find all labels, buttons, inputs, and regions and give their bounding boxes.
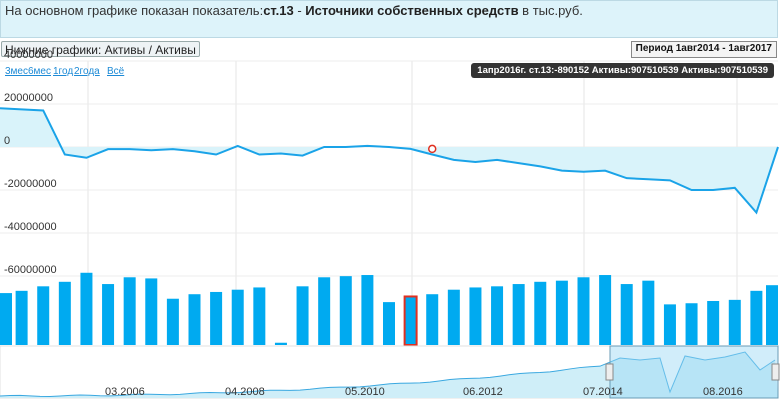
- navigator-x-label: 08.2016: [703, 386, 743, 398]
- asset-bar[interactable]: [534, 281, 547, 345]
- asset-bar-highlighted[interactable]: [403, 295, 418, 347]
- asset-bar[interactable]: [750, 290, 763, 345]
- asset-bar[interactable]: [166, 298, 179, 345]
- asset-bar[interactable]: [555, 280, 568, 345]
- asset-bar[interactable]: [383, 302, 395, 345]
- zoom-1y-button[interactable]: 1год: [53, 66, 74, 77]
- navigator-selection[interactable]: [609, 345, 779, 399]
- navigator-x-label: 03.2006: [105, 386, 145, 398]
- navigator-x-label: 06.2012: [463, 386, 503, 398]
- asset-bar[interactable]: [37, 286, 50, 345]
- asset-bar[interactable]: [188, 294, 201, 345]
- asset-bar[interactable]: [766, 285, 778, 345]
- y-tick-label: -20000000: [4, 178, 57, 190]
- asset-bar[interactable]: [80, 272, 93, 345]
- y-tick-label: -40000000: [4, 221, 57, 233]
- navigator-line: [0, 351, 776, 397]
- header-suffix: в тыс.руб.: [518, 3, 583, 18]
- asset-bar[interactable]: [339, 276, 352, 345]
- header-dash: -: [293, 3, 306, 18]
- navigator-right-handle[interactable]: [771, 363, 780, 381]
- y-tick-label: -60000000: [4, 264, 57, 276]
- asset-bar[interactable]: [685, 303, 698, 345]
- asset-bar[interactable]: [577, 277, 590, 345]
- point-tooltip: 1апр2016г. ст.13:-890152 Активы:90751053…: [471, 63, 774, 78]
- y-tick-label: 20000000: [4, 92, 53, 104]
- asset-bar[interactable]: [620, 284, 633, 345]
- series-area-fill: [0, 108, 778, 213]
- asset-bar[interactable]: [663, 304, 676, 345]
- asset-bar[interactable]: [707, 300, 720, 345]
- chart-description: На основном графике показан показатель:с…: [0, 0, 778, 38]
- asset-bar[interactable]: [426, 294, 439, 345]
- asset-bar[interactable]: [512, 284, 525, 345]
- asset-bar[interactable]: [361, 275, 374, 345]
- asset-bar[interactable]: [58, 281, 71, 345]
- zoom-2y-button[interactable]: 2года: [74, 66, 100, 77]
- asset-bar[interactable]: [447, 289, 460, 345]
- indicator-code: ст.13: [263, 3, 294, 18]
- navigator-x-label: 04.2008: [225, 386, 265, 398]
- navigator-left-handle[interactable]: [605, 363, 614, 381]
- asset-bar[interactable]: [231, 289, 244, 345]
- y-tick-label: 0: [4, 135, 10, 147]
- asset-bar[interactable]: [0, 293, 12, 345]
- y-tick-label: 40000000: [4, 49, 53, 61]
- asset-bar[interactable]: [123, 277, 136, 345]
- asset-bar[interactable]: [491, 286, 504, 345]
- period-label: Период 1авг2014 - 1авг2017: [630, 41, 777, 58]
- zoom-6m-button[interactable]: 6мес: [28, 66, 51, 77]
- asset-bar[interactable]: [210, 291, 223, 345]
- asset-bar[interactable]: [296, 286, 309, 345]
- asset-bar[interactable]: [318, 277, 331, 345]
- highlighted-point[interactable]: [427, 144, 437, 154]
- zoom-all-button[interactable]: Всё: [107, 66, 125, 77]
- lower-charts-selector-button[interactable]: Нижние графики: Активы / Активы: [1, 41, 200, 57]
- asset-bar[interactable]: [253, 287, 266, 345]
- asset-bar[interactable]: [15, 290, 28, 345]
- asset-bar[interactable]: [145, 278, 158, 345]
- indicator-name: Источники собственных средств: [305, 3, 519, 18]
- asset-bar[interactable]: [599, 275, 612, 345]
- asset-bar[interactable]: [102, 284, 115, 345]
- header-prefix: На основном графике показан показатель:: [5, 3, 264, 18]
- asset-bar[interactable]: [728, 299, 741, 345]
- asset-bar[interactable]: [642, 280, 655, 345]
- series-line: [0, 107, 779, 215]
- navigator-x-label: 07.2014: [583, 386, 623, 398]
- navigator-x-label: 05.2010: [345, 386, 385, 398]
- asset-bar[interactable]: [469, 287, 482, 345]
- navigator-area: [0, 352, 778, 398]
- zoom-3m-button[interactable]: 3мес: [5, 66, 28, 77]
- asset-bar[interactable]: [274, 342, 287, 345]
